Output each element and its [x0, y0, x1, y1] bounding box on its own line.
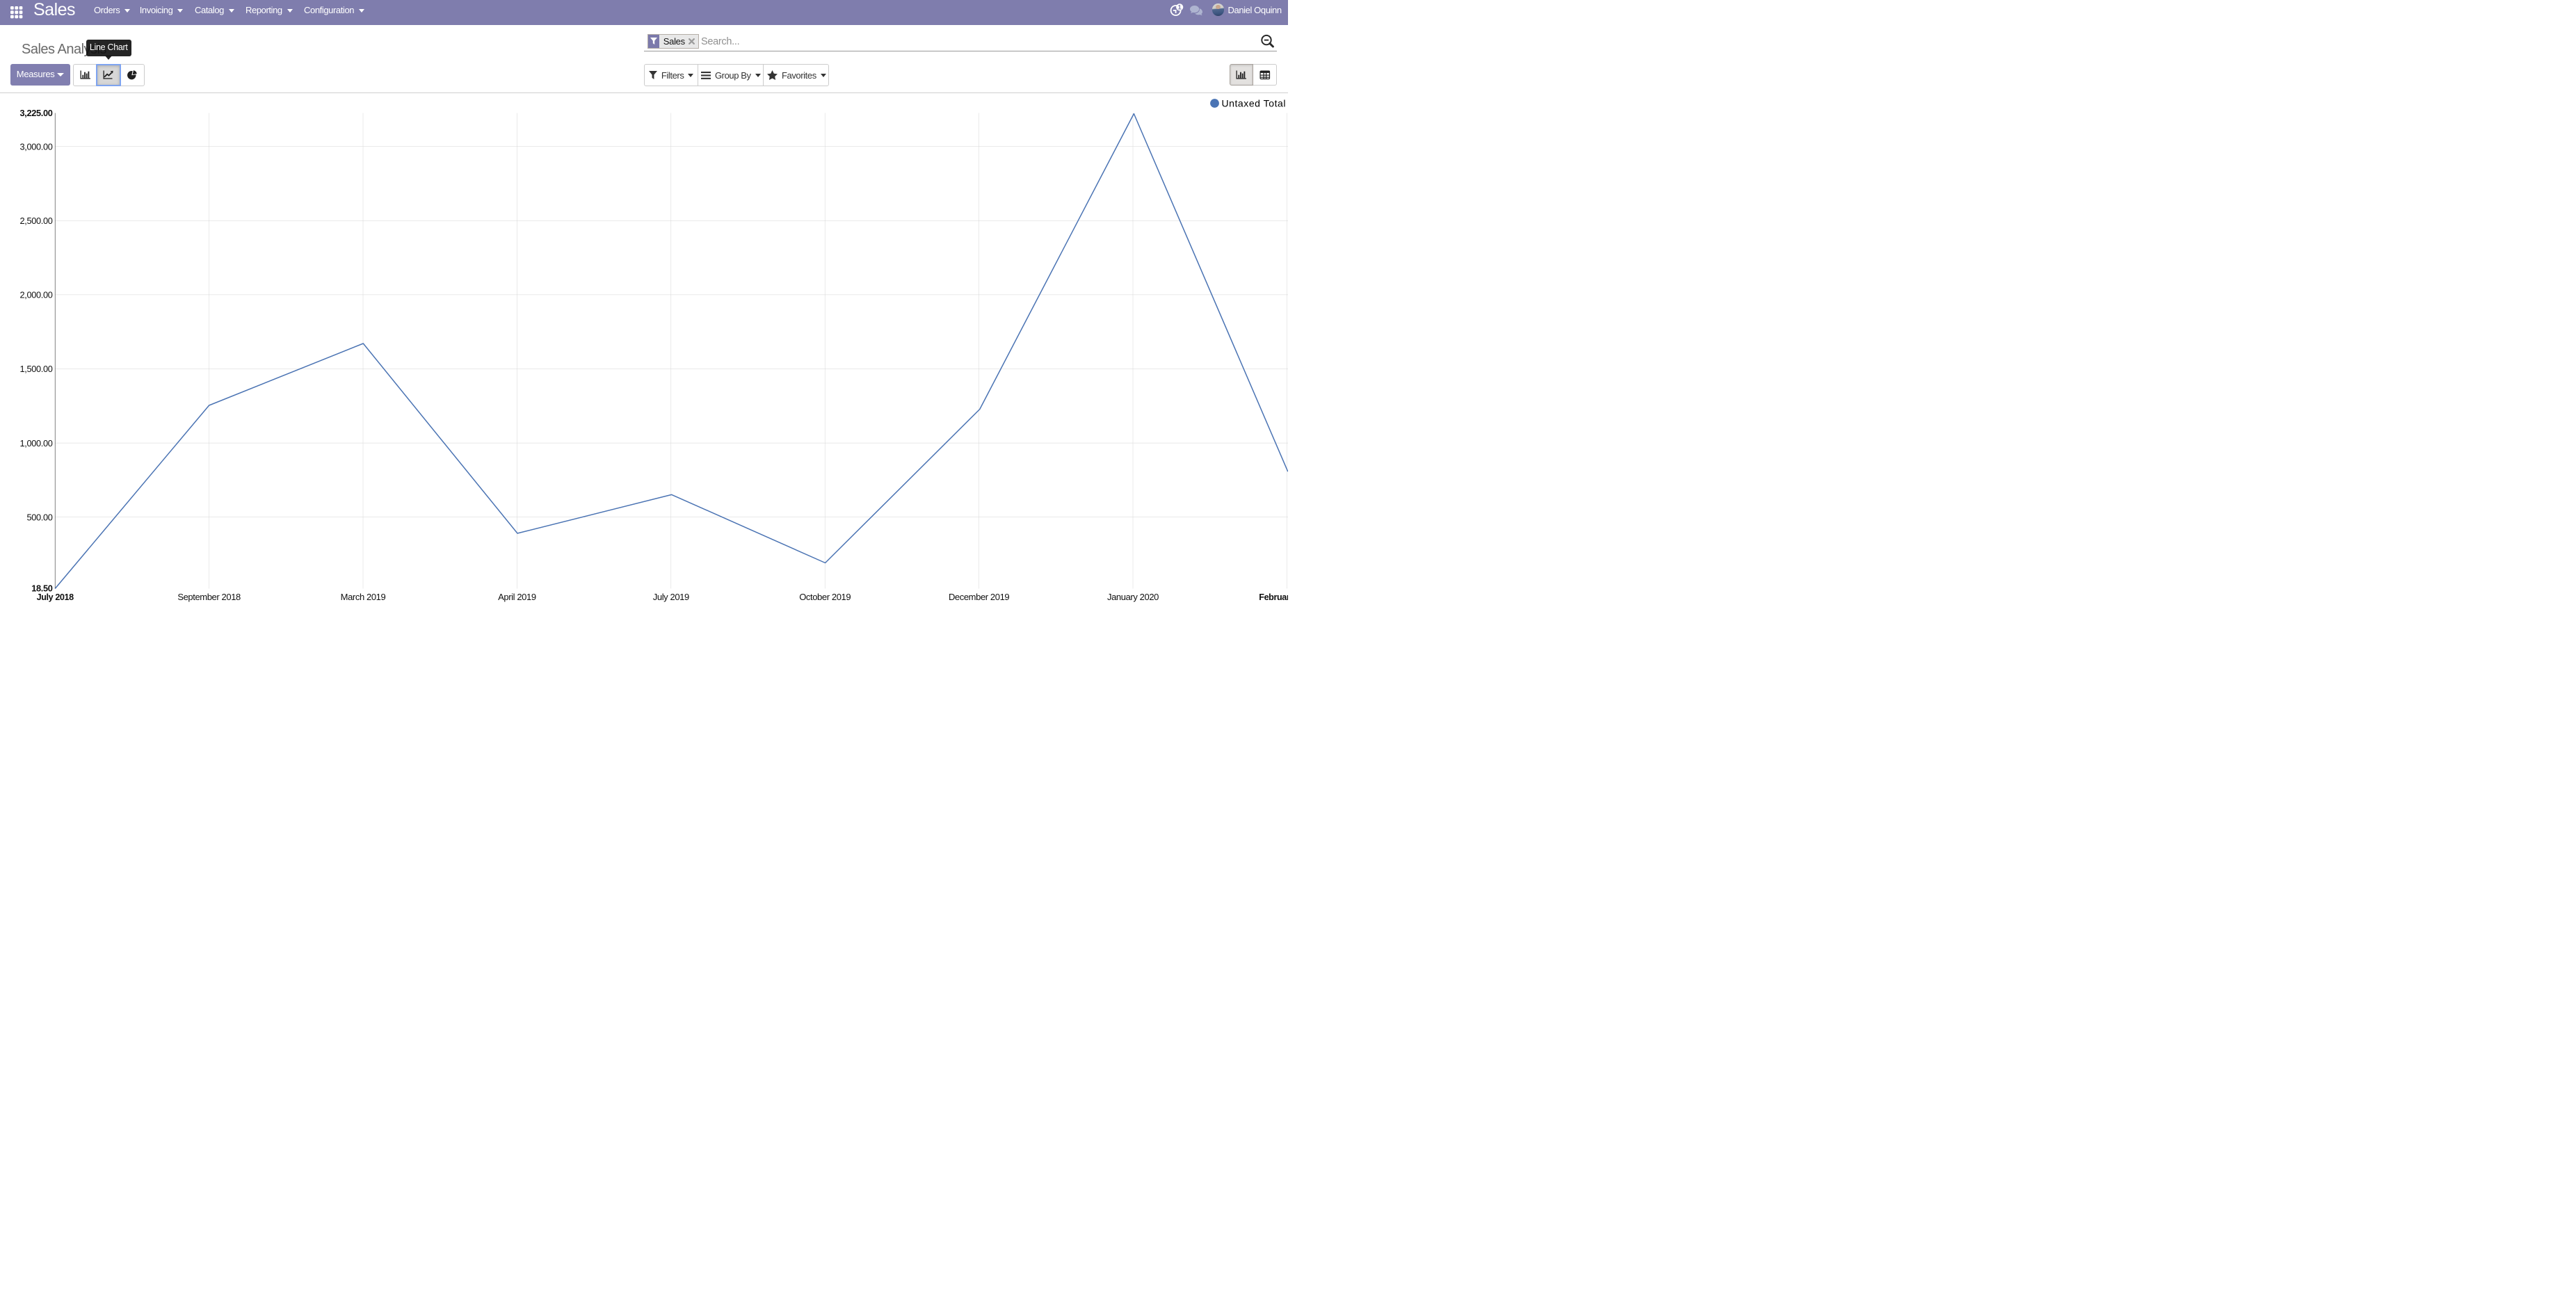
svg-text:January 2020: January 2020 — [1107, 592, 1159, 602]
svg-text:February 2020: February 2020 — [1259, 592, 1288, 602]
svg-text:December 2019: December 2019 — [949, 592, 1009, 602]
svg-text:March 2019: March 2019 — [341, 592, 386, 602]
svg-text:Untaxed Total: Untaxed Total — [1222, 97, 1287, 108]
svg-text:April 2019: April 2019 — [498, 592, 536, 602]
svg-text:500.00: 500.00 — [26, 512, 52, 522]
svg-text:1: 1 — [1178, 4, 1182, 12]
svg-text:October 2019: October 2019 — [799, 592, 851, 602]
svg-text:July 2018: July 2018 — [37, 592, 74, 602]
svg-text:July 2019: July 2019 — [653, 592, 689, 602]
svg-text:2,500.00: 2,500.00 — [19, 216, 52, 226]
svg-text:September 2018: September 2018 — [177, 592, 241, 602]
svg-text:1,000.00: 1,000.00 — [19, 438, 52, 448]
svg-text:1,500.00: 1,500.00 — [19, 364, 52, 374]
svg-text:3,225.00: 3,225.00 — [19, 108, 52, 118]
svg-text:3,000.00: 3,000.00 — [19, 141, 52, 152]
svg-text:18.50: 18.50 — [31, 583, 53, 594]
svg-text:2,000.00: 2,000.00 — [19, 290, 52, 300]
